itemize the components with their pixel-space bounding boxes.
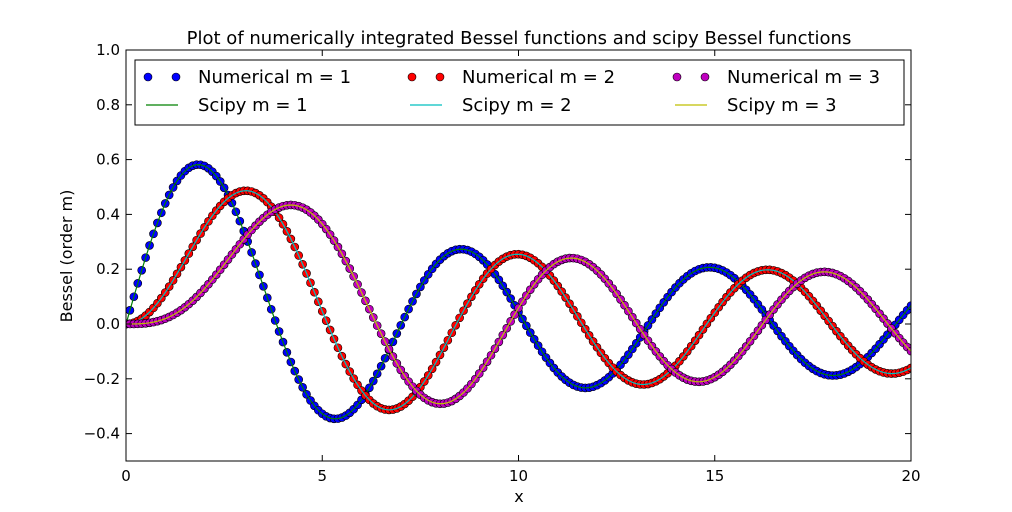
legend-label: Scipy m = 2 [462,95,572,116]
legend-label: Scipy m = 1 [198,95,308,116]
y-axis-label: Bessel (order m) [57,190,76,323]
x-tick-label: 5 [317,467,327,485]
legend-marker [143,72,153,82]
y-tick-label: −0.2 [84,370,120,388]
legend-item: Scipy m = 2 [410,95,572,116]
legend-frame [134,59,905,126]
series-line-m2 [126,190,911,411]
y-tick-label: 1.0 [96,41,120,59]
series-markers-m1 [126,160,911,424]
legend-item: Scipy m = 3 [675,95,837,116]
legend-item: Numerical m = 3 [672,67,880,88]
x-tick-label: 0 [121,467,131,485]
legend-label: Numerical m = 3 [727,67,880,88]
legend-marker [407,72,417,82]
y-tick-label: 0.8 [96,96,120,114]
y-tick-label: 0.6 [96,151,120,169]
series-line-m3 [126,204,911,405]
x-axis-label: x [514,487,523,506]
legend-item: Scipy m = 1 [146,95,308,116]
legend-label: Scipy m = 3 [727,95,837,116]
legend-marker [700,72,710,82]
legend-marker [171,72,181,82]
legend-label: Numerical m = 2 [462,67,615,88]
legend-marker [672,72,682,82]
legend-item: Numerical m = 2 [407,67,615,88]
legend: Numerical m = 1 Scipy m = 1 Numerical m = … [134,59,905,126]
ticks-layer: 0 5 10 15 20 −0.4 −0.2 0.0 0.2 0.4 0.6 0.8 1.0 [84,41,921,485]
legend-item: Numerical m = 1 [143,67,351,88]
x-tick-label: 20 [901,467,920,485]
legend-marker [435,72,445,82]
data-point [906,346,911,356]
x-tick-label: 10 [509,467,528,485]
y-tick-label: 0.2 [96,260,120,278]
series-layer [126,160,911,424]
y-tick-label: 0.4 [96,205,120,223]
chart-title: Plot of numerically integrated Bessel fu… [187,28,852,49]
y-tick-label: 0.0 [96,315,120,333]
series-line [126,190,911,411]
x-tick-label: 15 [705,467,724,485]
plot-area [126,160,911,424]
legend-label: Numerical m = 1 [198,67,351,88]
series-line [126,204,911,405]
y-tick-label: −0.4 [84,425,120,443]
